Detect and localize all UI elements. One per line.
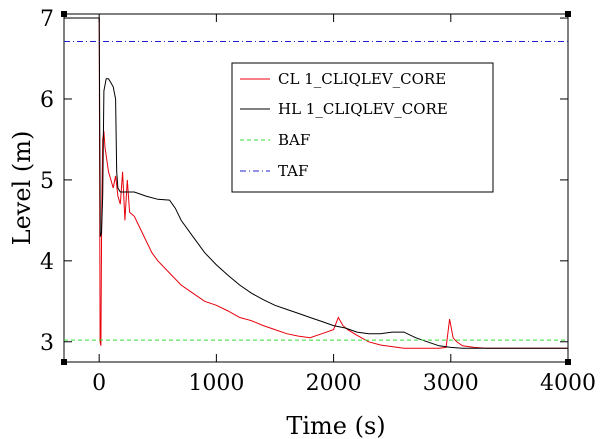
x-axis-label: Time (s) <box>286 412 385 439</box>
y-tick-label: 6 <box>40 88 54 113</box>
corner-marker-bottom-left <box>61 359 67 365</box>
corner-markers <box>61 11 571 365</box>
series-line-hl-1-cliqlev-core <box>64 17 568 349</box>
x-tick-label: 1000 <box>188 371 244 396</box>
legend-label-cl: CL 1_CLIQLEV_CORE <box>278 70 446 88</box>
legend-label-hl: HL 1_CLIQLEV_CORE <box>278 100 448 118</box>
corner-marker-top-left <box>61 11 67 17</box>
corner-marker-top-right <box>565 11 571 17</box>
y-tick-label: 3 <box>40 331 54 356</box>
y-tick-label: 5 <box>40 169 54 194</box>
y-tick-label: 7 <box>40 7 54 32</box>
x-tick-label: 0 <box>92 371 106 396</box>
series-layer <box>64 17 568 349</box>
x-tick-label: 4000 <box>540 371 596 396</box>
legend-label-baf: BAF <box>278 131 310 149</box>
x-tick-label: 3000 <box>423 371 479 396</box>
series-line-cl-1-cliqlev-core <box>64 17 568 349</box>
x-tick-label: 2000 <box>306 371 362 396</box>
corner-marker-bottom-right <box>565 359 571 365</box>
y-tick-label: 4 <box>40 250 54 275</box>
plot-frame <box>63 13 569 363</box>
legend: CL 1_CLIQLEV_CORE HL 1_CLIQLEV_CORE BAF … <box>231 62 494 193</box>
y-axis-label: Level (m) <box>8 131 36 246</box>
legend-label-taf: TAF <box>278 162 308 180</box>
ticks-layer: 0 1000 2000 3000 4000 3 4 5 6 7 <box>40 7 596 396</box>
legend-box <box>231 62 494 193</box>
